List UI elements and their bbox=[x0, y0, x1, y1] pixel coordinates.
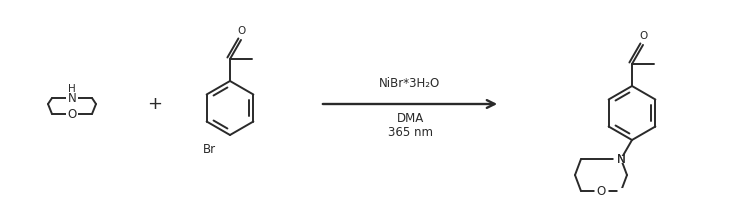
Text: N: N bbox=[617, 152, 626, 166]
Text: N: N bbox=[617, 152, 626, 166]
Text: O: O bbox=[238, 26, 246, 36]
Text: N: N bbox=[68, 92, 76, 104]
Text: O: O bbox=[597, 184, 605, 198]
Text: H: H bbox=[68, 84, 76, 94]
Text: NiBr*3H₂O: NiBr*3H₂O bbox=[379, 77, 441, 90]
Text: O: O bbox=[640, 31, 648, 41]
Text: Br: Br bbox=[203, 143, 216, 156]
Text: 365 nm: 365 nm bbox=[387, 126, 433, 139]
Text: +: + bbox=[148, 95, 162, 113]
Text: O: O bbox=[68, 108, 76, 120]
Text: DMA: DMA bbox=[396, 112, 424, 125]
